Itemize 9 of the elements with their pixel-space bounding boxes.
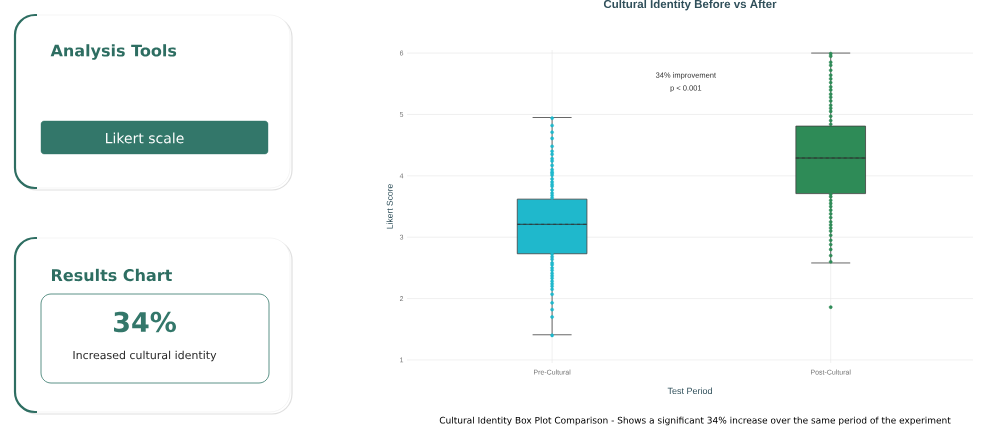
text: Analysis Tools <box>50 44 177 60</box>
text: 34% <box>114 311 176 333</box>
text: Likert scale <box>106 132 184 144</box>
chart-title: Cultural Identity Before vs After <box>603 0 777 11</box>
text: Results Chart <box>51 268 172 282</box>
x-axis-title: Test Period <box>667 387 712 395</box>
text: Increased cultural identity <box>73 350 217 362</box>
text: Cultural Identity Box Plot Comparison - Shows a significant 34% increase over the same period of the experiment <box>439 416 951 426</box>
y-axis-title: Likert Score <box>386 184 393 229</box>
